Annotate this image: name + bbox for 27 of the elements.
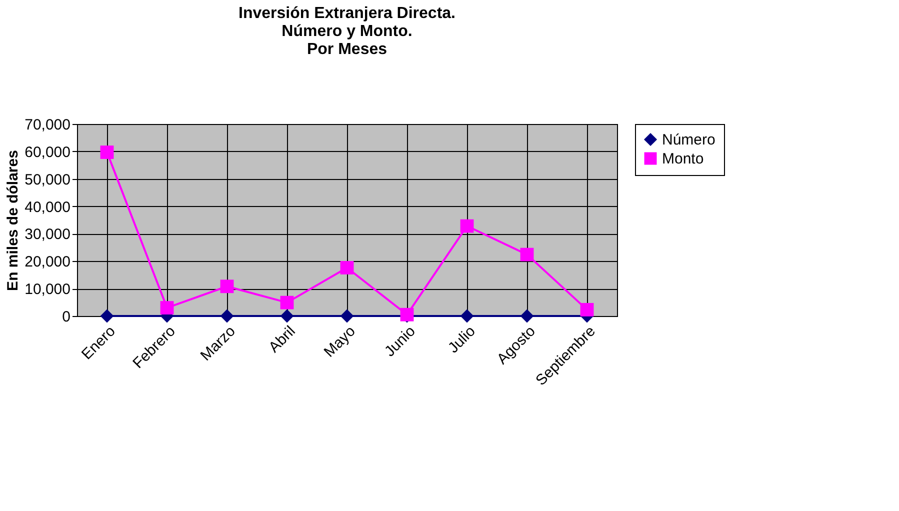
point	[280, 309, 294, 323]
point	[520, 248, 534, 262]
y-tick-label: 50,000	[24, 171, 70, 188]
point	[100, 146, 114, 159]
chart-title: Inversión Extranjera Directa. Número y Monto. Por Meses	[238, 5, 456, 58]
point	[220, 280, 234, 294]
point	[580, 302, 594, 316]
y-tick-label: 70,000	[24, 116, 70, 134]
point	[460, 219, 474, 233]
point	[340, 309, 354, 323]
point	[160, 301, 174, 314]
point	[280, 296, 294, 310]
x-tick-label: Julio	[444, 322, 479, 357]
legend-label: Número	[662, 132, 716, 148]
point	[220, 309, 234, 323]
y-tick-label: 20,000	[24, 254, 70, 271]
y-tick-label: 10,000	[24, 281, 70, 298]
point	[100, 309, 114, 323]
point	[460, 309, 474, 323]
point	[520, 309, 534, 323]
y-tick-label: 40,000	[24, 198, 70, 216]
y-tick-label: 60,000	[24, 144, 70, 161]
legend-label: Monto	[662, 150, 704, 168]
y-tick-label: 0	[62, 308, 70, 326]
y-tick-label: 30,000	[24, 226, 70, 244]
point	[340, 261, 354, 274]
y-axis-title: En miles de dólares	[4, 150, 22, 291]
